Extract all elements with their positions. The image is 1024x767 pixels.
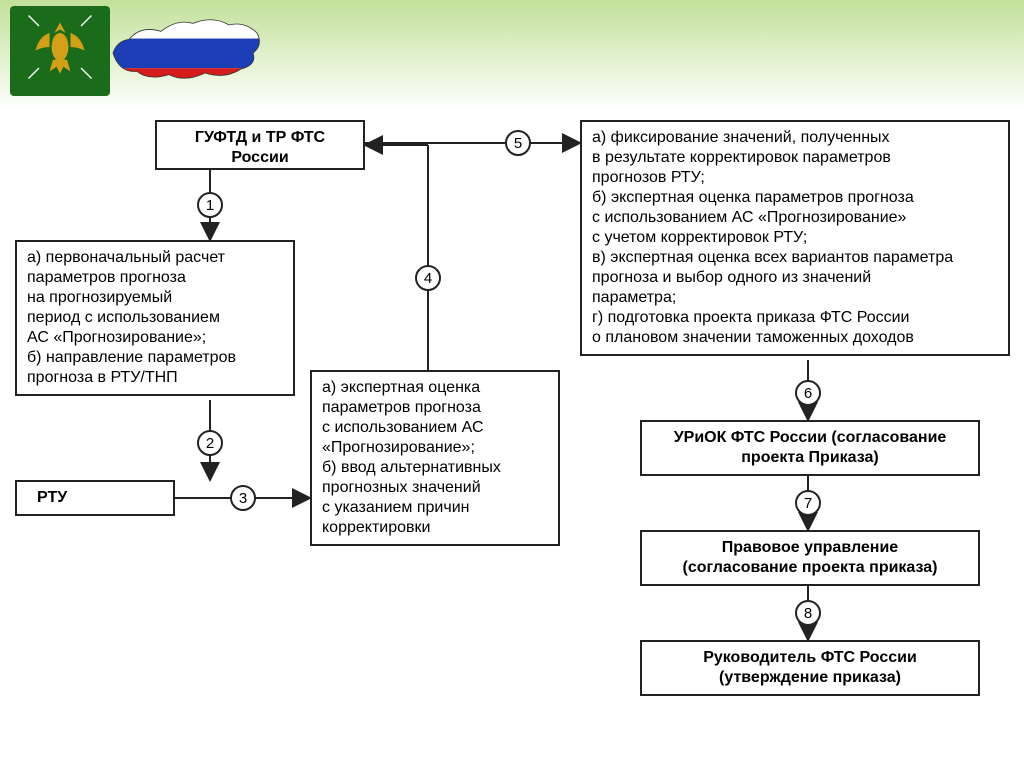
node-initial-calc: а) первоначальный расчет параметров прог… [15,240,295,396]
node-legal: Правовое управление (согласование проект… [640,530,980,586]
node-guftd-text: ГУФТД и ТР ФТС России [195,129,325,166]
step-5: 5 [505,130,531,156]
node-expert-eval-text: а) экспертная оценка параметров прогноза… [322,379,501,536]
customs-emblem [10,6,110,96]
node-fixation-text: а) фиксирование значений, полученных в р… [592,129,953,346]
russia-flag-map-icon [105,8,265,98]
flowchart-canvas: ГУФТД и ТР ФТС России а) первоначальный … [0,110,1024,767]
node-guftd: ГУФТД и ТР ФТС России [155,120,365,170]
eagle-icon [25,12,95,90]
step-2-label: 2 [206,435,214,452]
step-4-label: 4 [424,270,432,287]
node-head: Руководитель ФТС России (утверждение при… [640,640,980,696]
step-4: 4 [415,265,441,291]
step-5-label: 5 [514,135,522,152]
node-fixation: а) фиксирование значений, полученных в р… [580,120,1010,356]
step-1-label: 1 [206,197,214,214]
node-legal-text: Правовое управление (согласование проект… [682,539,937,576]
step-8: 8 [795,600,821,626]
node-expert-eval: а) экспертная оценка параметров прогноза… [310,370,560,546]
node-rtu-text: РТУ [37,489,67,506]
step-1: 1 [197,192,223,218]
header-band [0,0,1024,110]
step-3: 3 [230,485,256,511]
step-6-label: 6 [804,385,812,402]
node-head-text: Руководитель ФТС России (утверждение при… [703,649,917,686]
step-8-label: 8 [804,605,812,622]
step-7: 7 [795,490,821,516]
step-6: 6 [795,380,821,406]
node-initial-calc-text: а) первоначальный расчет параметров прог… [27,249,236,386]
step-3-label: 3 [239,490,247,507]
node-rtu: РТУ [15,480,175,516]
step-2: 2 [197,430,223,456]
step-7-label: 7 [804,495,812,512]
node-uriok: УРиОК ФТС России (согласование проекта П… [640,420,980,476]
node-uriok-text: УРиОК ФТС России (согласование проекта П… [674,429,947,466]
